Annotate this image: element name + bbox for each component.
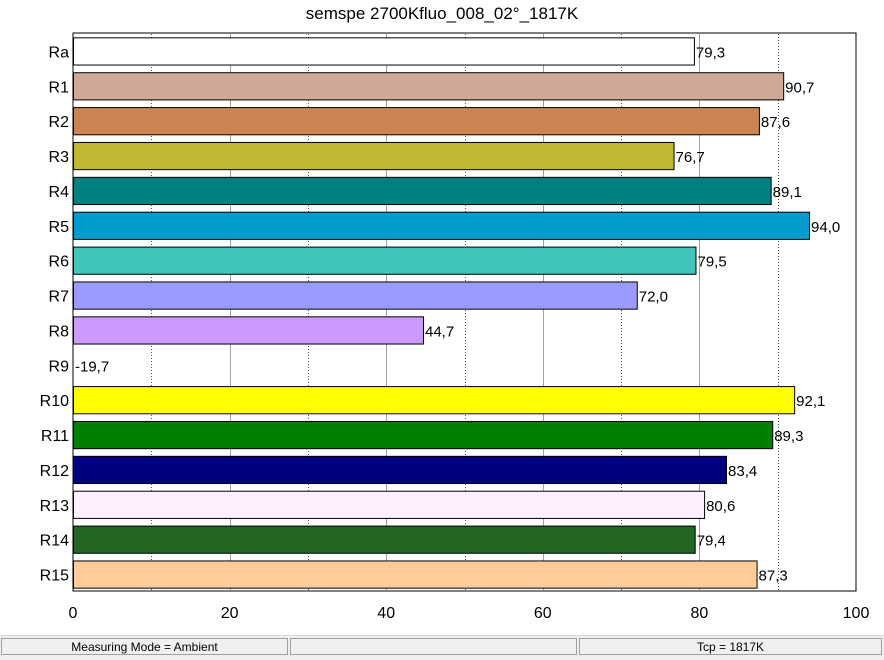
category-label-r13: R13 bbox=[40, 498, 69, 515]
bar-r10 bbox=[73, 386, 796, 415]
value-label-r12: 83,4 bbox=[728, 463, 757, 480]
value-label-r15: 87,3 bbox=[759, 568, 788, 585]
bar-r3 bbox=[73, 141, 675, 171]
x-tick-label: 20 bbox=[221, 605, 239, 622]
bar-r1 bbox=[73, 72, 785, 101]
category-label-r15: R15 bbox=[40, 568, 69, 585]
category-label-r6: R6 bbox=[49, 254, 70, 271]
x-axis-ticks: 0 20 40 60 80 100 bbox=[69, 605, 870, 622]
status-tcp: Tcp = 1817K bbox=[579, 638, 882, 655]
value-label-ra: 79,3 bbox=[696, 44, 725, 61]
category-label-r12: R12 bbox=[40, 463, 69, 480]
status-empty-cell bbox=[290, 638, 577, 655]
category-labels: Ra R1 R2 R3 R4 R5 R6 R7 R8 R9 R10 R11 R12 R13 R14 R15 bbox=[40, 44, 69, 584]
value-labels: 79,3 90,7 87,6 76,7 89,1 94,0 79,5 72,0 44,7 -19,… bbox=[75, 44, 840, 584]
category-label-r3: R3 bbox=[49, 149, 70, 166]
bar-r13 bbox=[73, 490, 706, 519]
status-measuring-mode: Measuring Mode = Ambient bbox=[1, 638, 288, 655]
bar-r6 bbox=[73, 246, 697, 275]
x-tick-label: 60 bbox=[534, 605, 552, 622]
bars bbox=[73, 37, 811, 589]
bar-ra bbox=[73, 37, 695, 66]
value-label-r14: 79,4 bbox=[697, 533, 726, 550]
value-label-r1: 90,7 bbox=[785, 79, 814, 96]
cri-bar-chart: semspe 2700Kfluo_008_02°_1817K RaR1R2R3R… bbox=[40, 4, 870, 622]
category-label-r5: R5 bbox=[49, 219, 70, 236]
chart-title: semspe 2700Kfluo_008_02°_1817K bbox=[306, 4, 579, 23]
x-tick-label: 0 bbox=[69, 605, 78, 622]
bar-r4 bbox=[73, 176, 772, 206]
value-label-r5: 94,0 bbox=[811, 219, 840, 236]
category-label-r7: R7 bbox=[49, 289, 70, 306]
category-label-ra: Ra bbox=[49, 44, 70, 61]
bar-r2 bbox=[73, 107, 760, 136]
category-label-r9: R9 bbox=[49, 358, 70, 375]
value-label-r4: 89,1 bbox=[773, 184, 802, 201]
bar-r12 bbox=[73, 455, 728, 485]
bar-r14 bbox=[73, 525, 696, 554]
bar-r11 bbox=[73, 420, 774, 450]
value-label-r13: 80,6 bbox=[706, 498, 735, 515]
bar-r15 bbox=[73, 560, 758, 589]
category-label-r11: R11 bbox=[41, 428, 69, 445]
category-label-r4: R4 bbox=[49, 184, 70, 201]
bar-r7 bbox=[73, 281, 638, 310]
value-label-r7: 72,0 bbox=[639, 289, 668, 306]
status-bar: Measuring Mode = Ambient Tcp = 1817K bbox=[0, 635, 884, 660]
category-label-r14: R14 bbox=[40, 533, 69, 550]
x-tick-label: 40 bbox=[377, 605, 395, 622]
value-label-r3: 76,7 bbox=[676, 149, 705, 166]
category-label-r8: R8 bbox=[49, 323, 70, 340]
value-label-r8: 44,7 bbox=[425, 323, 454, 340]
bar-r8 bbox=[73, 316, 425, 345]
value-label-r6: 79,5 bbox=[697, 254, 726, 271]
category-label-r1: R1 bbox=[49, 79, 70, 96]
bar-r5 bbox=[73, 211, 811, 240]
category-label-r10: R10 bbox=[40, 393, 69, 410]
value-label-r10: 92,1 bbox=[796, 393, 825, 410]
category-label-r2: R2 bbox=[49, 114, 70, 131]
x-tick-label: 100 bbox=[843, 605, 870, 622]
value-label-r2: 87,6 bbox=[761, 114, 790, 131]
x-tick-label: 80 bbox=[691, 605, 709, 622]
value-label-r9: -19,7 bbox=[75, 358, 109, 375]
value-label-r11: 89,3 bbox=[774, 428, 803, 445]
